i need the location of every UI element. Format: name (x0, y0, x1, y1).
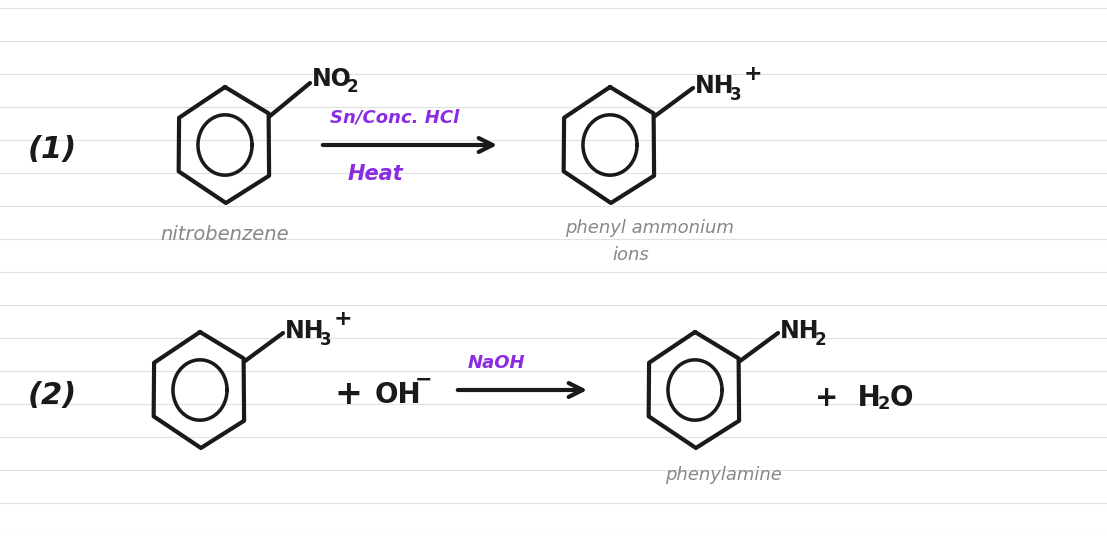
Text: +  H: + H (815, 384, 881, 412)
Text: (1): (1) (28, 136, 77, 165)
Text: NH: NH (695, 74, 735, 98)
Text: O: O (890, 384, 913, 412)
Text: 2: 2 (878, 395, 890, 413)
Text: OH: OH (375, 381, 422, 409)
Text: Heat: Heat (348, 164, 404, 184)
Text: NaOH: NaOH (468, 354, 526, 372)
Text: nitrobenzene: nitrobenzene (161, 225, 289, 244)
Text: (2): (2) (28, 381, 77, 410)
Text: +: + (334, 309, 353, 329)
Text: phenyl ammonium: phenyl ammonium (565, 219, 734, 237)
Text: +: + (335, 378, 363, 412)
Text: 2: 2 (815, 331, 827, 349)
Text: 3: 3 (320, 331, 332, 349)
Text: +: + (744, 64, 763, 84)
Text: Sn/Conc. HCl: Sn/Conc. HCl (330, 109, 459, 127)
Text: phenylamine: phenylamine (665, 466, 782, 484)
Text: NH: NH (284, 319, 324, 343)
Text: 3: 3 (730, 86, 742, 104)
Text: NO: NO (312, 67, 352, 91)
Text: NH: NH (780, 319, 819, 343)
Text: 2: 2 (346, 78, 359, 96)
Text: −: − (415, 370, 433, 390)
Text: ions: ions (612, 246, 649, 264)
